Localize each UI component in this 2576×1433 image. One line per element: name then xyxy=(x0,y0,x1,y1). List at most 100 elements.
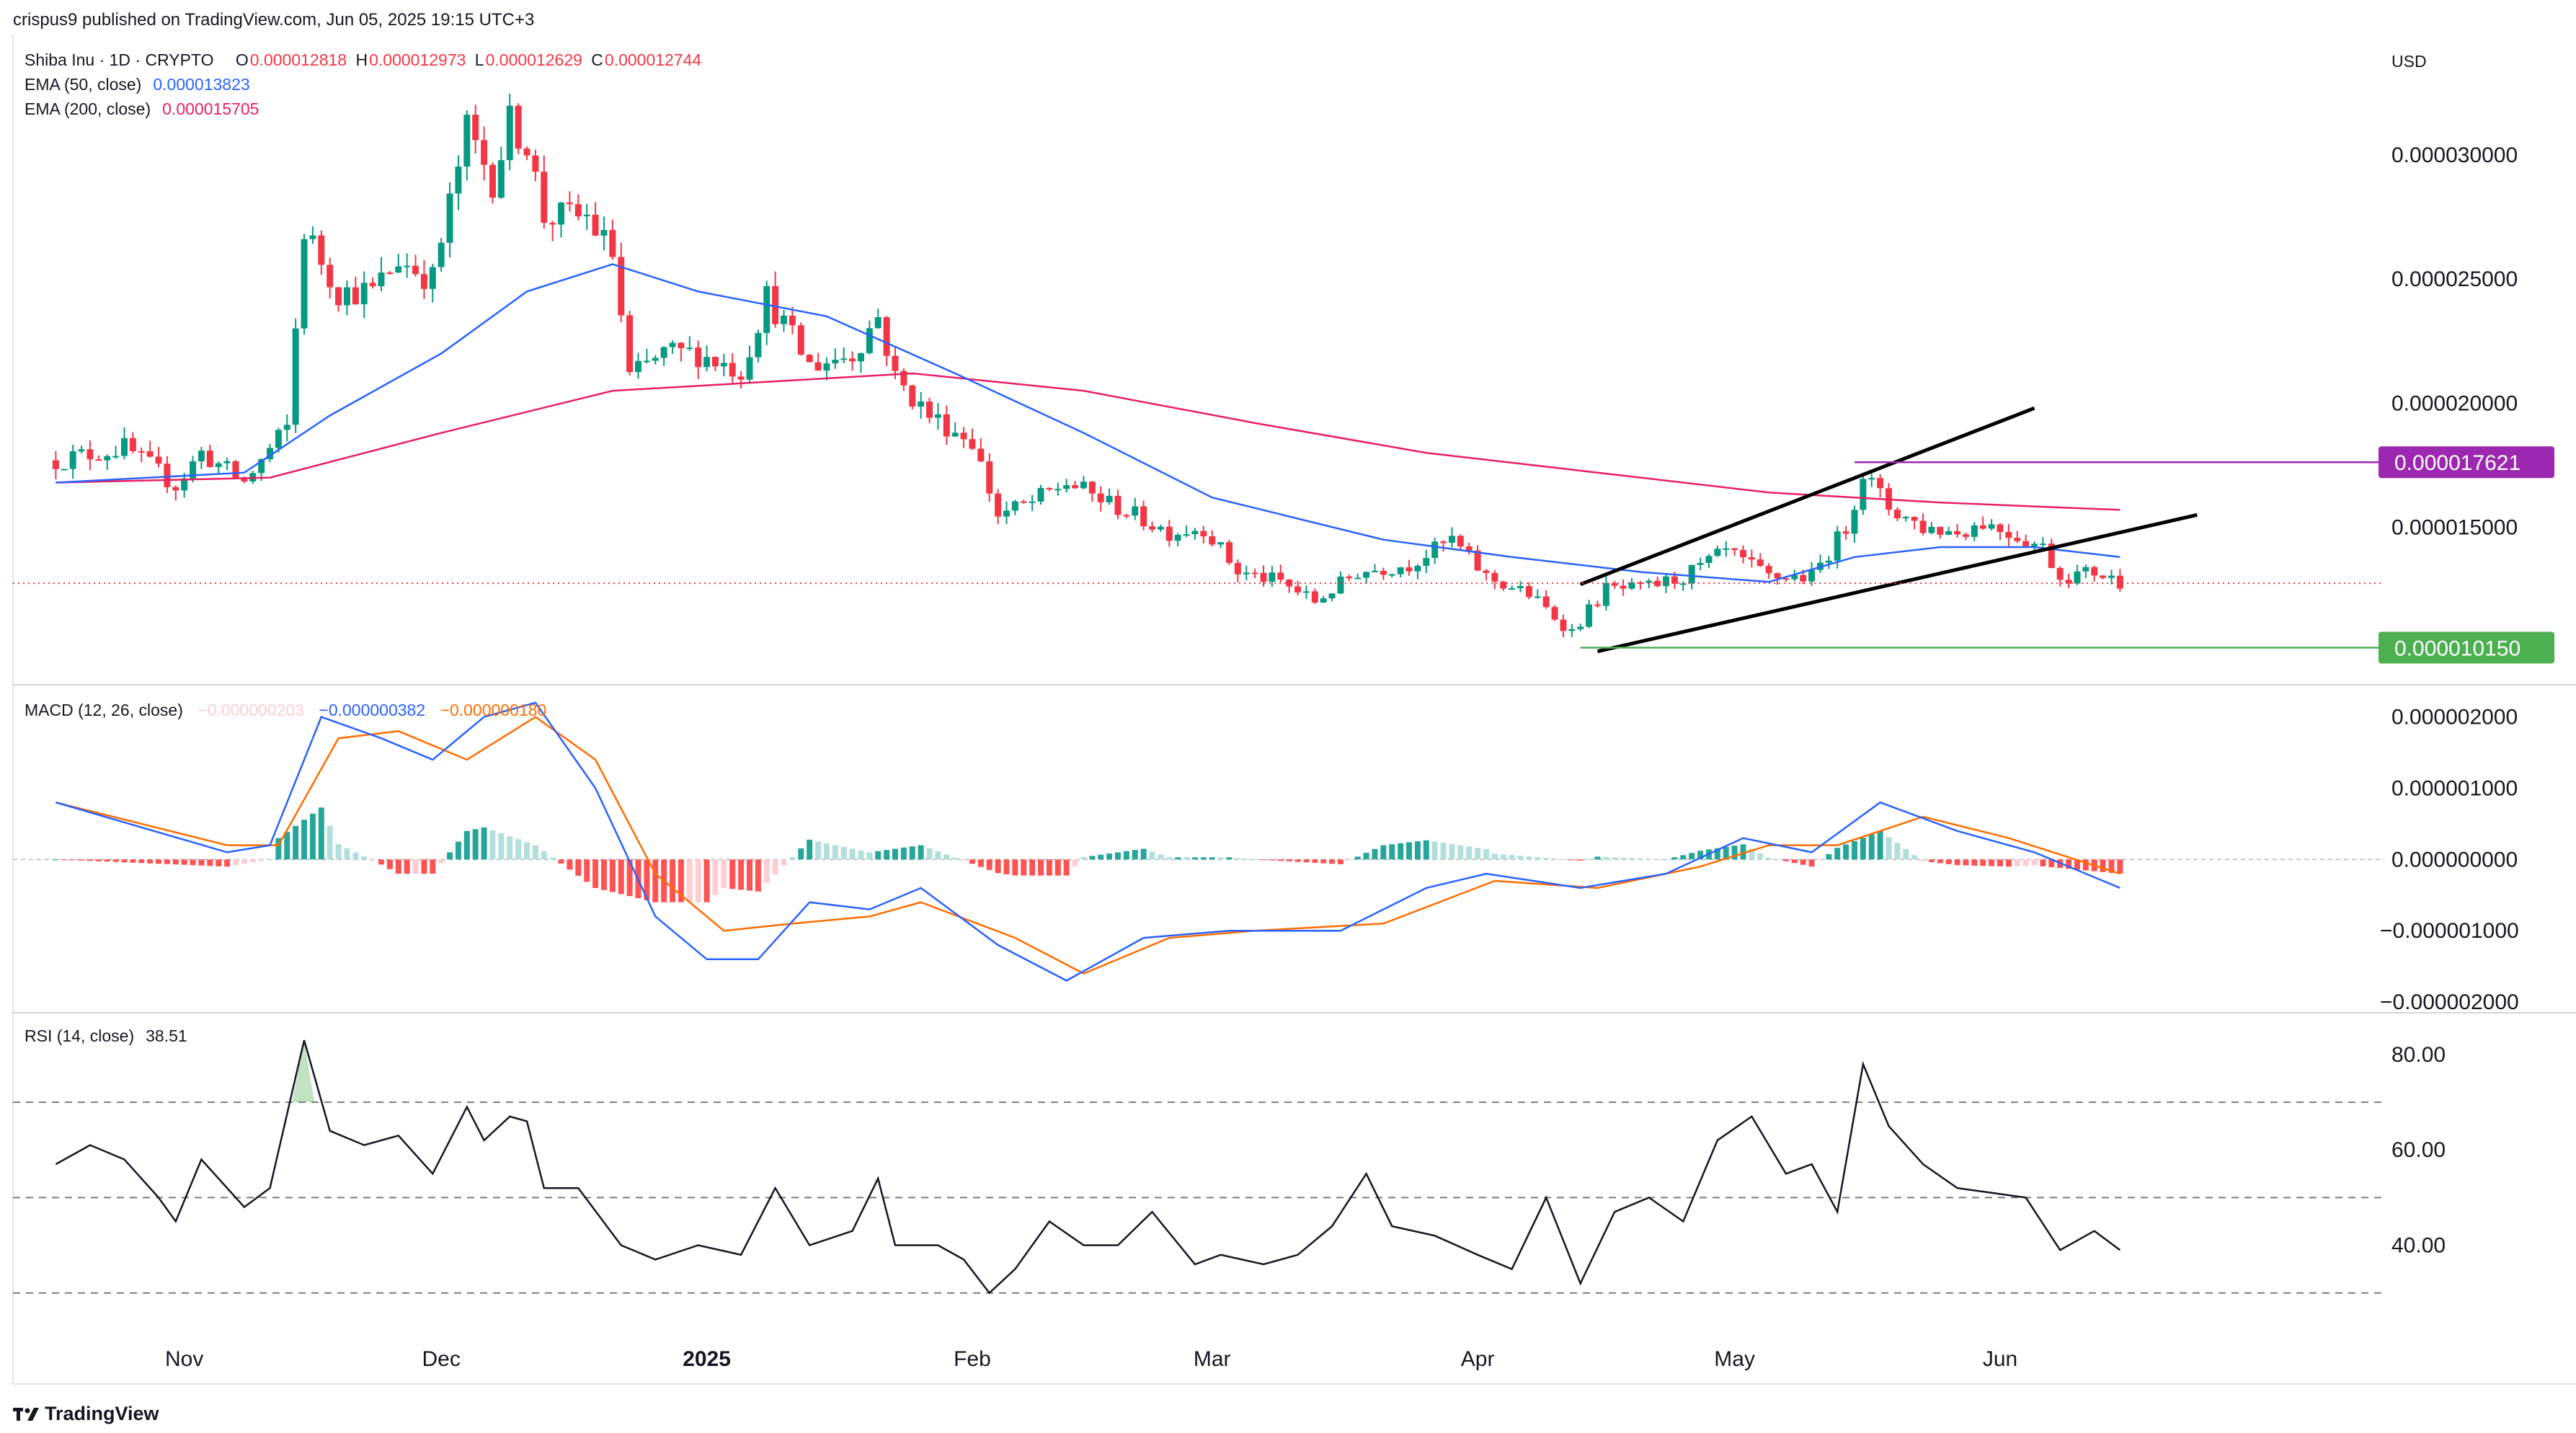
candle[interactable] xyxy=(2022,534,2030,548)
candle[interactable] xyxy=(1542,590,1550,609)
candle[interactable] xyxy=(1911,516,1918,530)
candle[interactable] xyxy=(197,447,205,469)
candle[interactable] xyxy=(909,384,916,410)
candle[interactable] xyxy=(1080,475,1087,490)
candle[interactable] xyxy=(772,271,779,328)
candle[interactable] xyxy=(2116,569,2123,592)
candle[interactable] xyxy=(1611,580,1618,590)
candle[interactable] xyxy=(678,342,685,362)
candle[interactable] xyxy=(711,356,719,371)
candle[interactable] xyxy=(566,191,573,212)
candle[interactable] xyxy=(1063,479,1070,493)
ema50-line[interactable] xyxy=(55,263,2120,583)
candle[interactable] xyxy=(523,146,530,161)
currency-button[interactable]: USD xyxy=(2391,52,2427,71)
candle[interactable] xyxy=(1637,580,1644,590)
candle[interactable] xyxy=(343,280,350,316)
candle[interactable] xyxy=(1568,624,1576,637)
candle[interactable] xyxy=(1431,537,1439,564)
candle[interactable] xyxy=(335,287,342,312)
candle[interactable] xyxy=(918,391,925,419)
macd-pane[interactable] xyxy=(13,701,2384,982)
candle[interactable] xyxy=(155,446,162,468)
candle[interactable] xyxy=(1483,569,1490,581)
candle[interactable] xyxy=(781,309,788,332)
candle[interactable] xyxy=(506,93,513,171)
wedge-upper-trendline[interactable] xyxy=(1579,406,2035,587)
candle[interactable] xyxy=(181,472,188,498)
candle[interactable] xyxy=(857,352,864,373)
candle[interactable] xyxy=(969,428,976,451)
candle[interactable] xyxy=(1602,575,1609,611)
candle[interactable] xyxy=(1465,542,1473,555)
candle[interactable] xyxy=(1328,593,1336,602)
candle[interactable] xyxy=(1928,522,1935,535)
price-axis[interactable]: 0.000030000 0.000025000 0.000020000 0.00001… xyxy=(2379,143,2554,1258)
candle[interactable] xyxy=(1183,525,1190,538)
candle[interactable] xyxy=(746,345,753,383)
candle[interactable] xyxy=(1962,532,1969,541)
candle[interactable] xyxy=(1029,494,1036,511)
candle[interactable] xyxy=(1705,554,1713,568)
candle[interactable] xyxy=(206,444,213,468)
candle[interactable] xyxy=(977,438,985,463)
candle[interactable] xyxy=(446,182,453,258)
candle[interactable] xyxy=(883,316,890,366)
candle[interactable] xyxy=(1697,557,1704,570)
candle[interactable] xyxy=(574,194,582,221)
macd-line[interactable] xyxy=(55,701,2120,982)
candle[interactable] xyxy=(1132,497,1139,520)
candle[interactable] xyxy=(472,105,479,154)
candle[interactable] xyxy=(489,162,496,204)
candle[interactable] xyxy=(943,405,950,445)
candle[interactable] xyxy=(1097,486,1104,512)
candle[interactable] xyxy=(986,453,993,502)
candle[interactable] xyxy=(1371,564,1378,572)
tradingview-footer[interactable]: TradingView xyxy=(13,1403,159,1425)
candle[interactable] xyxy=(1714,546,1721,557)
candle[interactable] xyxy=(1842,525,1849,540)
candle[interactable] xyxy=(1509,585,1516,590)
candle[interactable] xyxy=(1893,507,1901,521)
candle[interactable] xyxy=(120,427,128,460)
candle[interactable] xyxy=(960,427,967,448)
candle[interactable] xyxy=(1586,600,1593,629)
candle[interactable] xyxy=(2100,574,2107,580)
ema200-line[interactable] xyxy=(55,372,2120,511)
candle[interactable] xyxy=(1560,614,1567,638)
candle[interactable] xyxy=(1791,569,1798,582)
candle[interactable] xyxy=(1388,573,1395,578)
candle[interactable] xyxy=(618,242,625,322)
candle[interactable] xyxy=(1363,571,1370,584)
price-pane[interactable] xyxy=(13,93,2384,654)
candle[interactable] xyxy=(1765,563,1772,579)
candle[interactable] xyxy=(1825,555,1832,569)
candle[interactable] xyxy=(1723,541,1730,557)
candle[interactable] xyxy=(352,276,359,306)
candle[interactable] xyxy=(429,263,436,303)
candle[interactable] xyxy=(2056,566,2064,587)
candle[interactable] xyxy=(146,440,154,458)
candle[interactable] xyxy=(926,397,933,424)
rsi-legend[interactable]: RSI (14, close) 38.51 xyxy=(25,1026,187,1046)
candle[interactable] xyxy=(1088,481,1096,502)
candle[interactable] xyxy=(481,126,488,181)
candle[interactable] xyxy=(1191,528,1199,540)
candle[interactable] xyxy=(386,271,394,275)
candle[interactable] xyxy=(275,427,282,453)
candle[interactable] xyxy=(515,103,522,154)
resistance-price-tag[interactable]: 0.000017621 xyxy=(2379,446,2554,479)
candle[interactable] xyxy=(686,336,693,351)
candle[interactable] xyxy=(1037,484,1044,505)
candle[interactable] xyxy=(129,432,136,453)
macd-legend[interactable]: MACD (12, 26, close) −0.000000203 −0.000… xyxy=(25,701,546,720)
candle[interactable] xyxy=(164,456,171,494)
candle[interactable] xyxy=(1997,523,2004,540)
symbol-legend[interactable]: Shiba Inu · 1D · CRYPTO O0.000012818 H0.… xyxy=(25,50,701,70)
candle[interactable] xyxy=(1756,553,1764,567)
candle[interactable] xyxy=(2082,564,2089,578)
candle[interactable] xyxy=(1311,588,1318,605)
candle[interactable] xyxy=(1277,564,1284,583)
candle[interactable] xyxy=(558,202,565,238)
